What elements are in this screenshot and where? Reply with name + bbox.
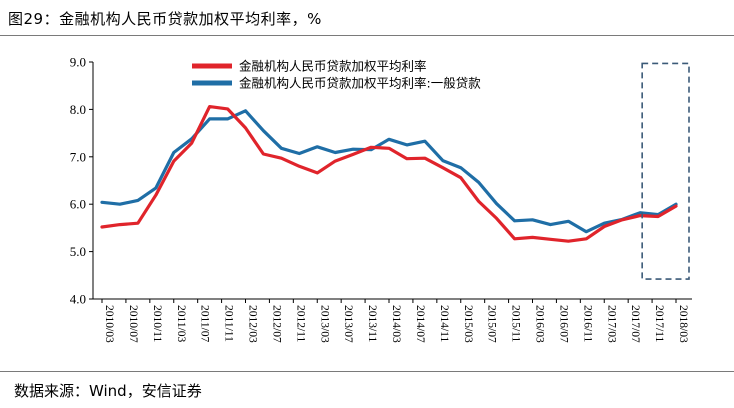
x-tick-label: 2012/11 (294, 305, 306, 343)
top-rule (0, 35, 734, 36)
x-tick-label: 2012/03 (247, 305, 259, 343)
y-tick-label: 9.0 (70, 55, 86, 70)
x-tick-label: 2011/11 (223, 305, 235, 342)
x-tick-label: 2016/03 (534, 305, 546, 343)
x-tick-label: 2010/03 (103, 305, 115, 343)
x-tick-label: 2013/03 (318, 305, 330, 343)
y-axis: 4.0 5.0 6.0 7.0 8.0 9.0 (70, 55, 94, 307)
x-tick-label: 2016/07 (557, 305, 569, 343)
x-tick-label: 2014/03 (390, 305, 402, 343)
x-tick-label: 2017/11 (653, 305, 665, 343)
y-tick-label: 7.0 (70, 149, 86, 164)
x-axis: 2010/03 2010/07 2010/11 2011/03 2011/07 2011/… (93, 298, 692, 343)
y-tick-label: 4.0 (70, 292, 86, 307)
series-line-2 (100, 109, 678, 234)
legend-label-1: 金融机构人民币贷款加权平均利率 (239, 59, 427, 74)
x-tick-label: 2013/07 (342, 305, 354, 343)
figure-title: 图29：金融机构人民币贷款加权平均利率，% (8, 10, 322, 28)
data-source: 数据来源：Wind，安信证券 (14, 382, 202, 400)
highlight-dashed-box (641, 62, 690, 280)
x-tick-label: 2014/11 (438, 305, 450, 343)
x-tick-label: 2015/07 (486, 305, 498, 343)
x-tick-label: 2014/07 (414, 305, 426, 343)
y-tick-label: 6.0 (70, 197, 86, 212)
x-tick-label: 2017/03 (605, 305, 617, 343)
highlight-box (641, 62, 690, 280)
legend-label-2: 金融机构人民币贷款加权平均利率:一般贷款 (239, 76, 481, 91)
x-tick-label: 2011/07 (199, 305, 211, 343)
x-tick-label: 2010/07 (127, 305, 139, 343)
x-tick-label: 2015/03 (462, 305, 474, 343)
y-tick-label: 5.0 (70, 244, 86, 259)
series-line-1 (100, 104, 678, 243)
series-lines (100, 104, 678, 243)
y-tick-label: 8.0 (70, 102, 86, 117)
x-tick-label: 2012/07 (270, 305, 282, 343)
x-tick-label: 2015/11 (510, 305, 522, 343)
bottom-rule (0, 371, 734, 372)
line-chart: 4.0 5.0 6.0 7.0 8.0 9.0 2010/03 2010/07 2010/11… (70, 55, 692, 343)
x-tick-label: 2010/11 (151, 305, 163, 343)
x-tick-label: 2011/03 (175, 305, 187, 343)
x-tick-label: 2013/11 (366, 305, 378, 343)
x-tick-label: 2016/11 (581, 305, 593, 343)
x-tick-label: 2017/07 (629, 305, 641, 343)
x-tick-label: 2018/03 (677, 305, 689, 343)
